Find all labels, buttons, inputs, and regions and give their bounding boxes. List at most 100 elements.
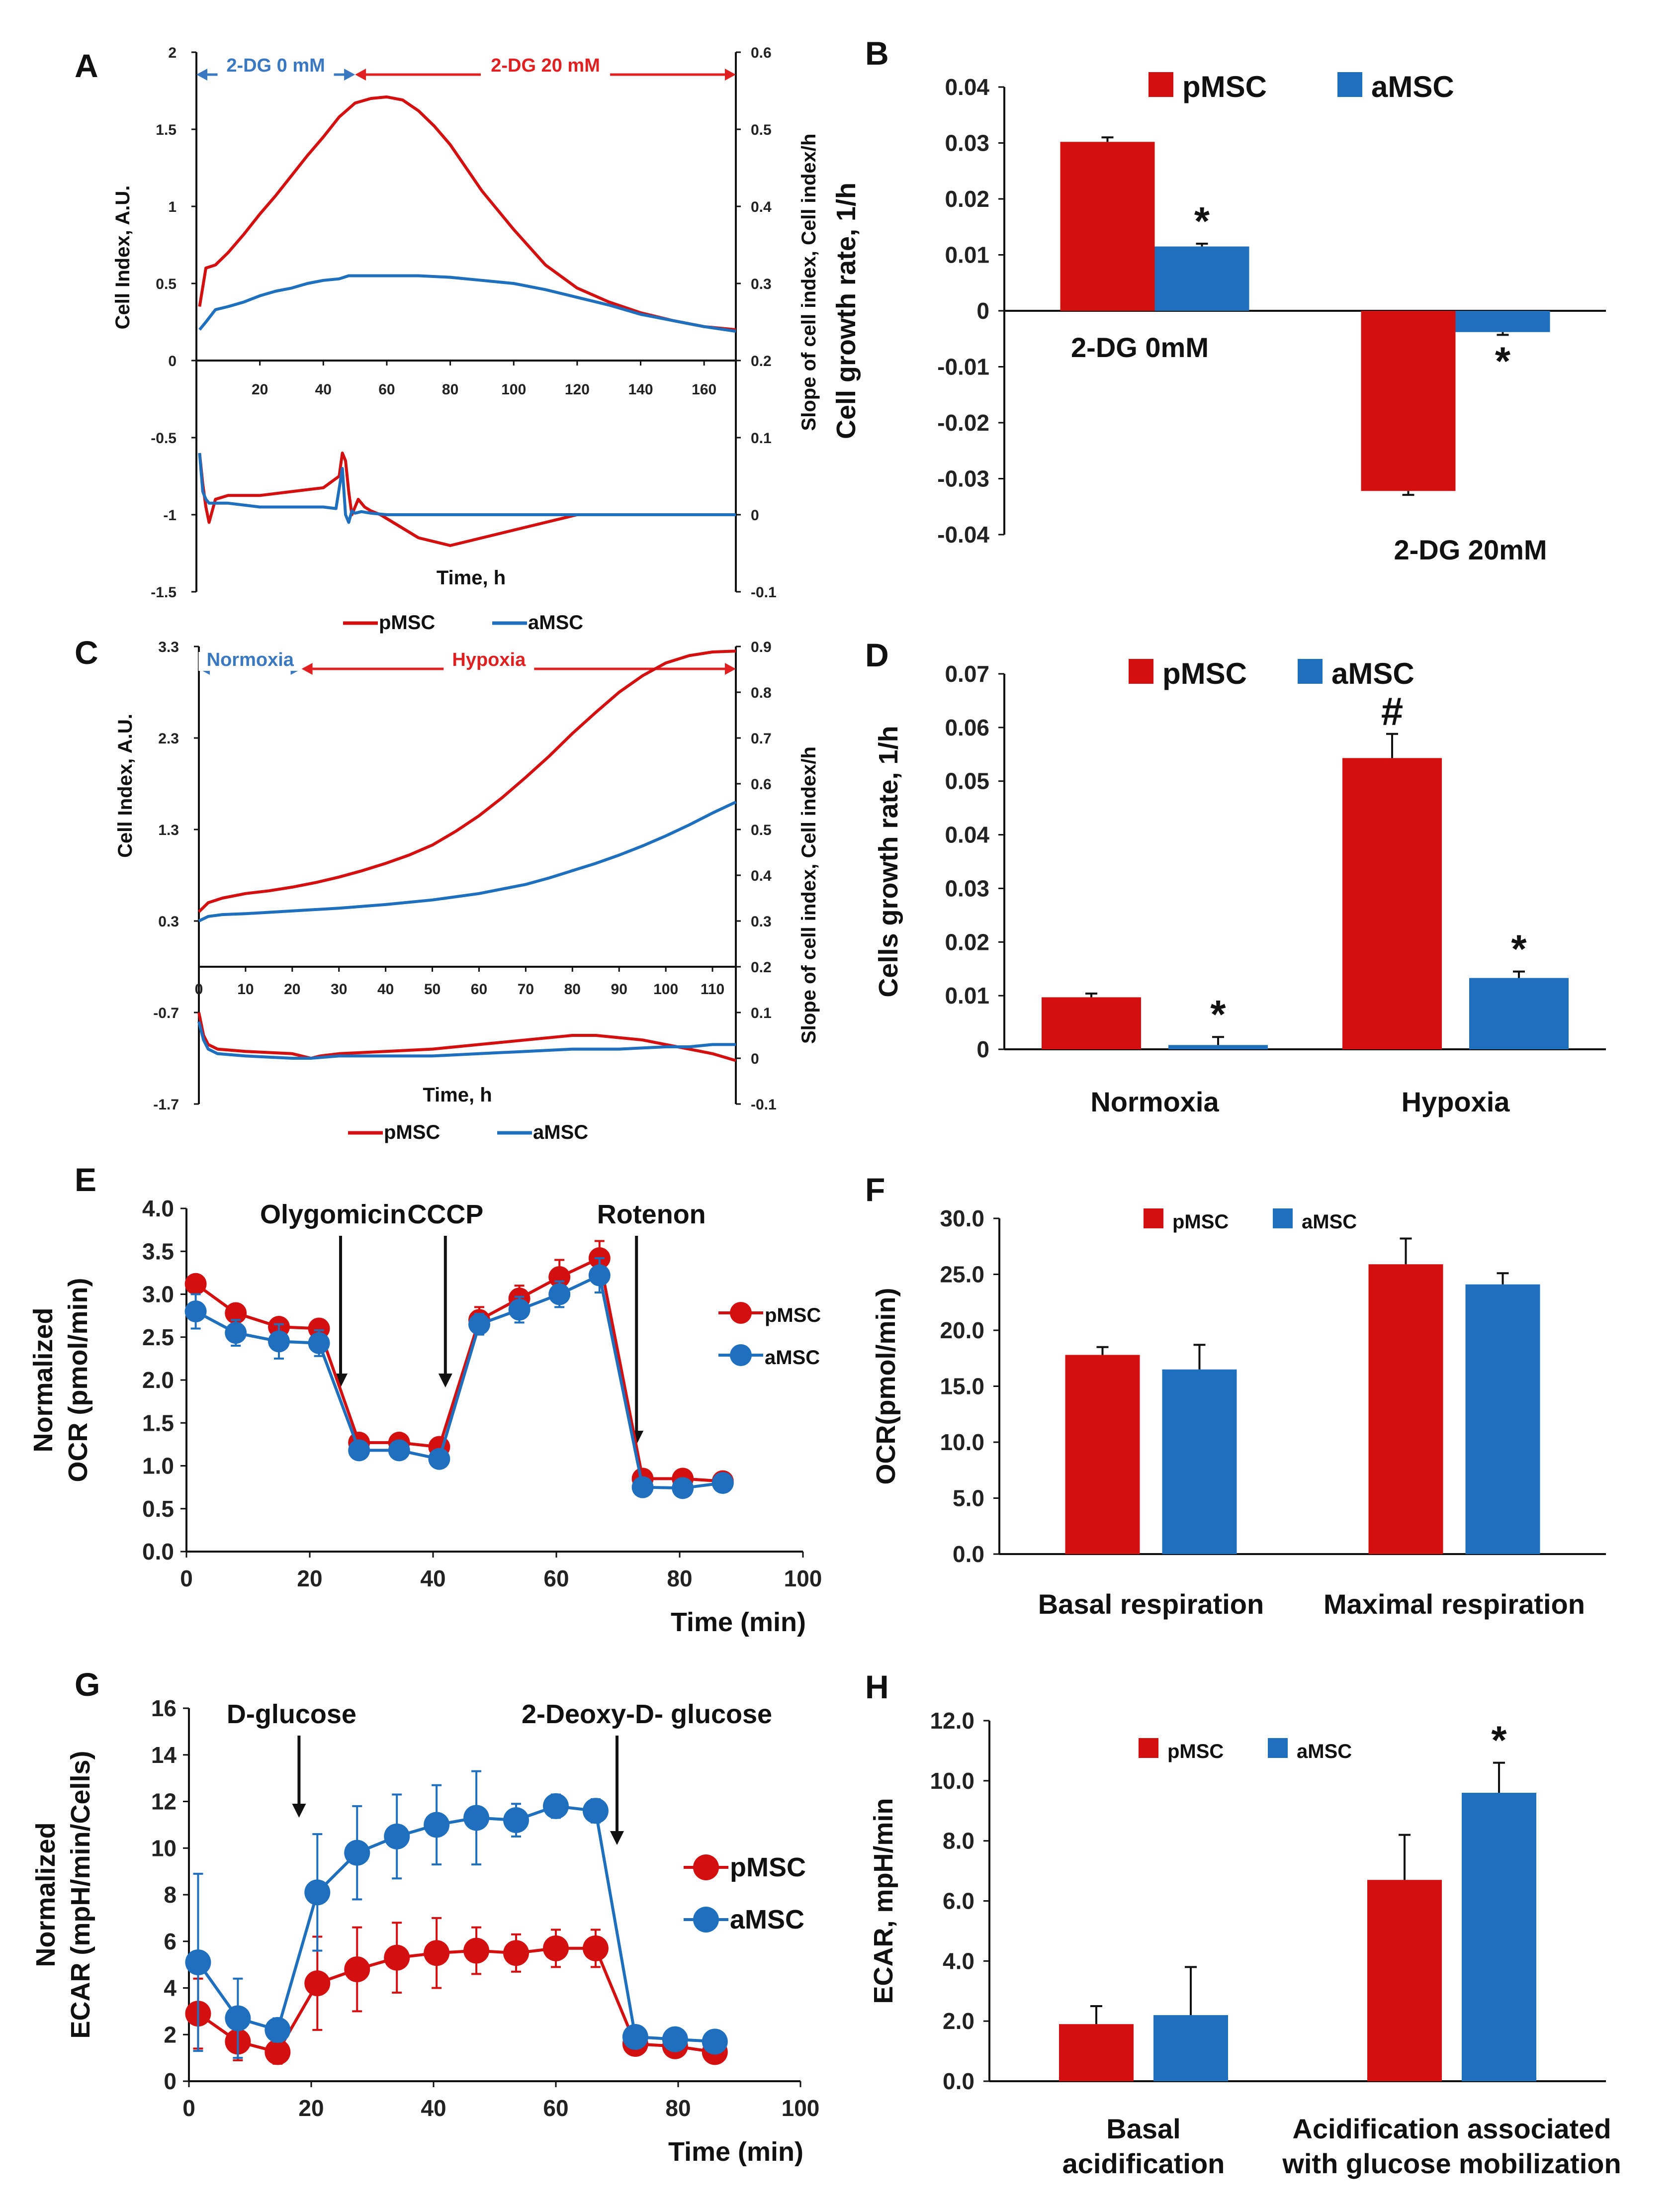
x-tick-label: 40 [420, 1566, 445, 1591]
y-tick-label: 0.03 [945, 130, 989, 156]
annotation-label: Rotenon [597, 1199, 706, 1229]
y-tick-label: 2.3 [158, 731, 179, 747]
x-axis-label: Time (min) [671, 1607, 806, 1637]
y-tick-label: 0 [164, 2068, 177, 2094]
panel-label: E [75, 1161, 96, 1198]
legend-label-aMSC: aMSC [1297, 1741, 1352, 1762]
x-tick-label: 10 [237, 981, 254, 998]
data-point-pMSC [503, 1940, 530, 1966]
legend-label-pMSC: pMSC [379, 612, 435, 634]
x-tick-label: 140 [628, 381, 653, 398]
y-tick-label: 0.0 [943, 2068, 974, 2094]
y-tick-label: -0.5 [151, 430, 177, 447]
y-axis-label: Normalized [28, 1307, 58, 1452]
bar-pMSC-1 [1361, 311, 1456, 491]
y-tick-label: 25.0 [940, 1262, 984, 1288]
y-tick-label: 10 [151, 1835, 177, 1861]
data-point-aMSC [308, 1332, 330, 1354]
category-label: Basal [1106, 2113, 1180, 2144]
data-point-aMSC [384, 1823, 410, 1849]
y-tick-label: 2.5 [142, 1324, 174, 1350]
phase-label: Normoxia [207, 649, 294, 670]
data-point-pMSC [543, 1935, 569, 1961]
y-tick-label: 30.0 [940, 1205, 984, 1231]
x-axis-label: Time (min) [668, 2137, 803, 2167]
phase-label: 2-DG 20 mM [491, 55, 600, 76]
legend-marker-aMSC [730, 1344, 752, 1366]
data-point-aMSC [268, 1330, 290, 1353]
legend-label-aMSC: aMSC [1302, 1211, 1357, 1233]
phase-arrowhead-right [725, 69, 736, 81]
phase-label-bg [481, 58, 611, 77]
panel-H: H 12.0 10.0 8.0 6.0 4.0 2.0 0.0 ECAR, mpH/min Bas… [865, 1668, 1621, 2179]
y2-tick-label: -0.1 [751, 1097, 777, 1113]
y-tick-label: 8 [164, 1882, 177, 1908]
y2-tick-label: 0 [751, 507, 759, 524]
legend-marker-pMSC [730, 1302, 752, 1324]
bar-aMSC-0 [1154, 246, 1249, 311]
x-tick-label: 50 [424, 981, 441, 998]
y-tick-label: 10.0 [930, 1768, 974, 1794]
y-tick-label: 0.5 [142, 1496, 174, 1522]
annotation-arrowhead [292, 1804, 306, 1818]
y-tick-label: 2 [168, 45, 177, 61]
data-point-aMSC [711, 1472, 734, 1494]
data-point-aMSC [225, 1322, 247, 1344]
data-point-aMSC [631, 1476, 654, 1498]
phase-arrowhead-left [301, 663, 313, 675]
data-point-aMSC [428, 1448, 450, 1470]
x-tick-label: 0 [195, 981, 203, 998]
y-tick-label: 6.0 [943, 1888, 974, 1914]
y2-tick-label: 0.9 [751, 639, 772, 655]
y-tick-label: 0.07 [945, 661, 989, 687]
y-tick-label: 12.0 [930, 1708, 974, 1734]
data-point-aMSC [185, 1949, 211, 1975]
x-tick-label: 60 [471, 981, 487, 998]
annotation-label: 2-Deoxy-D- glucose [522, 1699, 772, 1729]
y-tick-label: 0 [976, 298, 989, 324]
x-tick-label: 40 [377, 981, 394, 998]
data-point-aMSC [463, 1805, 490, 1831]
data-point-aMSC [468, 1313, 490, 1335]
legend-label-pMSC: pMSC [1162, 657, 1247, 690]
phase-label-bg [443, 652, 534, 671]
x-tick-label: 40 [315, 381, 332, 398]
panel-label: D [865, 637, 889, 673]
series-line-aMSC-right [197, 1021, 736, 1060]
legend-label-pMSC: pMSC [1172, 1211, 1229, 1233]
data-point-aMSC [548, 1283, 571, 1305]
y-axis-label-2: OCR (pmol/min) [63, 1278, 93, 1482]
phase-label: 2-DG 0 mM [226, 55, 325, 76]
category-label: with glucose mobilization [1282, 2148, 1621, 2179]
y-tick-label: 4 [164, 1975, 177, 2001]
legend-label-aMSC: aMSC [765, 1347, 820, 1369]
y-tick-label: 1.0 [142, 1453, 174, 1479]
y-tick-label: -0.7 [153, 1005, 179, 1021]
y-tick-label: 12 [151, 1789, 177, 1815]
y-tick-label: -0.02 [937, 410, 989, 436]
legend-label-pMSC: pMSC [1182, 70, 1267, 103]
y2-tick-label: 0.3 [751, 276, 772, 292]
y-axis-label: Cells growth rate, 1/h [874, 726, 903, 997]
x-tick-label: 80 [564, 981, 581, 998]
legend-swatch-aMSC [1298, 659, 1323, 684]
category-label: 2-DG 20mM [1394, 534, 1547, 565]
y-tick-label: 0.0 [953, 1541, 984, 1567]
data-point-aMSC [672, 1477, 694, 1499]
bar-pMSC-0 [1065, 1355, 1140, 1554]
x-axis-label: Time, h [437, 567, 506, 589]
y2-tick-label: -0.1 [751, 584, 777, 601]
category-label: Basal respiration [1038, 1588, 1264, 1620]
panel-label: F [865, 1171, 885, 1208]
data-point-aMSC [588, 1264, 611, 1287]
bar-aMSC-1 [1465, 1284, 1540, 1554]
y2-tick-label: 0.2 [751, 353, 772, 369]
y-tick-label: 0.04 [945, 822, 989, 848]
bar-pMSC-1 [1342, 758, 1442, 1049]
y2-tick-label: 0.1 [751, 1005, 772, 1021]
data-point-aMSC [424, 1812, 450, 1838]
y-tick-label: -0.01 [937, 354, 989, 380]
series-line-pMSC-right [197, 1012, 736, 1062]
